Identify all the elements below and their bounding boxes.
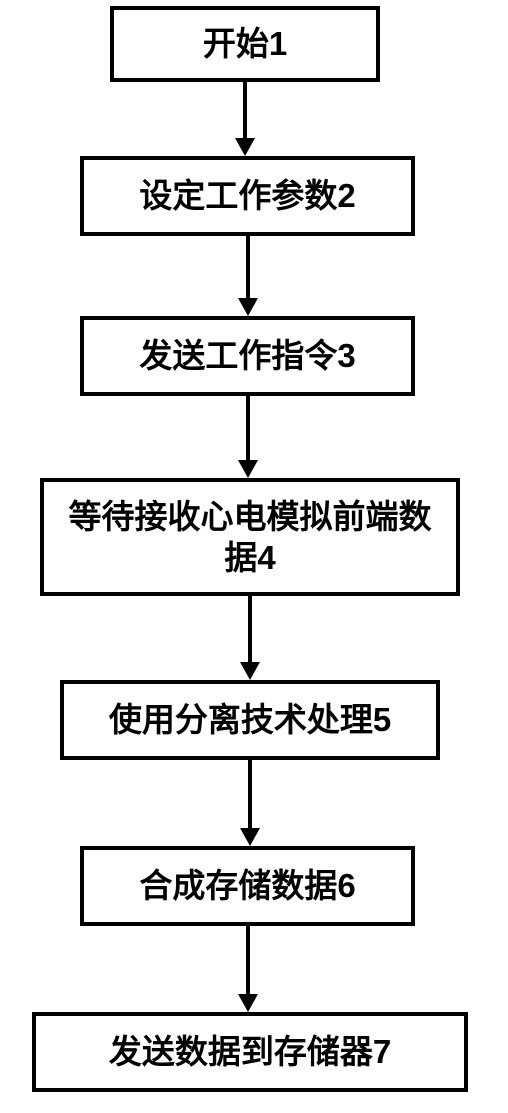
flow-edge-arrowhead bbox=[238, 298, 258, 316]
flow-node-n3: 发送工作指令3 bbox=[80, 316, 415, 396]
flow-node-n2: 设定工作参数2 bbox=[80, 156, 415, 236]
flow-edge-arrowhead bbox=[240, 662, 260, 680]
flow-node-label: 设定工作参数2 bbox=[139, 175, 355, 216]
flow-node-n1: 开始1 bbox=[110, 6, 380, 82]
flow-node-label: 使用分离技术处理5 bbox=[109, 699, 391, 740]
flow-edge-arrowhead bbox=[238, 460, 258, 478]
flow-edge-arrowhead bbox=[235, 138, 255, 156]
flow-node-label: 开始1 bbox=[203, 23, 287, 64]
flow-edge-line bbox=[248, 760, 252, 828]
flow-edge-line bbox=[248, 596, 252, 662]
flow-edge-arrowhead bbox=[238, 994, 258, 1012]
flow-edge-line bbox=[246, 926, 250, 994]
flow-node-label: 发送工作指令3 bbox=[139, 335, 355, 376]
flowchart-canvas: 开始1 设定工作参数2 发送工作指令3 等待接收心电模拟前端数据4 使用分离技术处理5 合… bbox=[0, 0, 508, 1113]
flow-node-label: 发送数据到存储器7 bbox=[109, 1031, 391, 1072]
flow-node-n5: 使用分离技术处理5 bbox=[60, 680, 440, 760]
flow-node-label: 等待接收心电模拟前端数据4 bbox=[54, 496, 446, 579]
flow-edge-arrowhead bbox=[240, 828, 260, 846]
flow-edge-line bbox=[243, 82, 247, 138]
flow-edge-line bbox=[246, 396, 250, 460]
flow-node-n4: 等待接收心电模拟前端数据4 bbox=[40, 478, 460, 596]
flow-node-label: 合成存储数据6 bbox=[139, 865, 355, 906]
flow-node-n6: 合成存储数据6 bbox=[80, 846, 415, 926]
flow-edge-line bbox=[246, 236, 250, 298]
flow-node-n7: 发送数据到存储器7 bbox=[32, 1012, 468, 1092]
